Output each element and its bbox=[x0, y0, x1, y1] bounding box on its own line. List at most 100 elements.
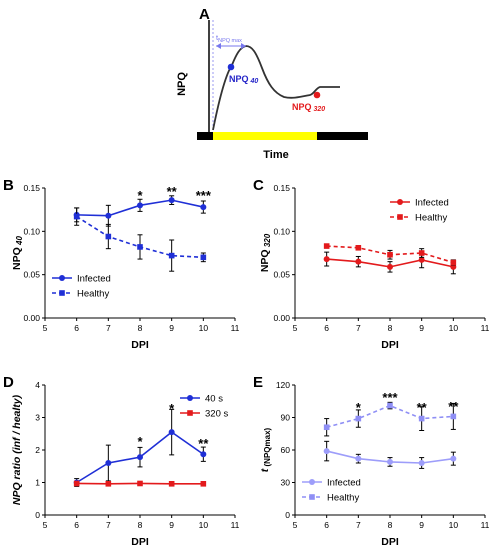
series-infected bbox=[73, 195, 207, 227]
data-point bbox=[200, 204, 207, 211]
npq40-label: NPQ 40 bbox=[229, 74, 258, 85]
legend-marker bbox=[59, 290, 65, 296]
ylabel-subscript: 320 bbox=[263, 233, 272, 249]
x-tick-label: 9 bbox=[419, 323, 424, 333]
data-point bbox=[387, 263, 393, 270]
data-point bbox=[418, 460, 425, 466]
data-point bbox=[355, 415, 362, 422]
y-tick-label: 1 bbox=[35, 478, 40, 488]
data-point bbox=[387, 458, 393, 465]
x-tick-label: 5 bbox=[293, 323, 298, 333]
y-tick-label: 0.10 bbox=[273, 226, 290, 236]
npq320-subscript: 320 bbox=[312, 106, 326, 113]
panel-e-xlabel: DPI bbox=[381, 536, 399, 548]
significance-mark: * bbox=[356, 400, 362, 415]
panel-d: 5 6 7 8 9 10 11 0 1 2 3 4 DPI NPQ ratio (inf / healty… bbox=[11, 380, 240, 548]
arrow-head-right bbox=[241, 43, 246, 49]
panel-letter-c: C bbox=[253, 177, 264, 194]
legend-marker bbox=[309, 494, 315, 500]
panel-e-ylabel: t (NPQmax) bbox=[259, 427, 272, 472]
significance-mark: ** bbox=[417, 400, 428, 415]
y-tick-label: 0.15 bbox=[273, 183, 290, 193]
x-tick-label: 6 bbox=[324, 323, 329, 333]
data-point bbox=[418, 250, 425, 256]
data-point bbox=[450, 455, 457, 462]
x-tick-label: 10 bbox=[449, 520, 459, 530]
x-tick-label: 11 bbox=[481, 323, 490, 333]
x-tick-label: 8 bbox=[388, 520, 393, 530]
legend-marker bbox=[187, 410, 193, 416]
legend-marker bbox=[397, 214, 403, 220]
y-tick-label: 0.10 bbox=[23, 226, 40, 236]
ylabel-main: NPQ bbox=[11, 247, 23, 270]
data-point bbox=[323, 243, 330, 249]
legend-marker bbox=[59, 275, 65, 281]
x-tick-label: 8 bbox=[138, 323, 143, 333]
y-tick-label: 0 bbox=[285, 510, 290, 520]
data-point bbox=[168, 252, 175, 259]
x-tick-label: 7 bbox=[106, 520, 111, 530]
x-tick-label: 9 bbox=[169, 323, 174, 333]
significance-mark: *** bbox=[382, 390, 398, 405]
y-tick-label: 2 bbox=[35, 445, 40, 455]
dark-bar-start bbox=[197, 132, 213, 140]
significance-mark: ** bbox=[167, 184, 178, 199]
ylabel-subscript: (NPQmax) bbox=[263, 427, 272, 468]
y-tick-label: 0 bbox=[35, 510, 40, 520]
x-tick-label: 8 bbox=[138, 520, 143, 530]
data-point bbox=[450, 413, 457, 420]
data-point bbox=[168, 429, 175, 436]
legend-label: 320 s bbox=[205, 409, 228, 420]
dark-bar-end bbox=[317, 132, 368, 140]
data-point bbox=[73, 480, 80, 487]
data-point bbox=[105, 481, 112, 487]
npq-kinetics-curve bbox=[212, 45, 340, 131]
y-tick-label: 0.15 bbox=[23, 183, 40, 193]
series-line bbox=[326, 404, 454, 429]
panel-a-ylabel: NPQ bbox=[176, 72, 188, 96]
panel-d-xlabel: DPI bbox=[131, 536, 149, 548]
x-tick-label: 7 bbox=[106, 323, 111, 333]
legend-label: Healthy bbox=[327, 493, 359, 504]
panel-letter-a: A bbox=[199, 6, 210, 23]
npq40-subscript: 40 bbox=[249, 78, 259, 85]
x-tick-label: 9 bbox=[169, 520, 174, 530]
legend-label: 40 s bbox=[205, 394, 223, 405]
ylabel-main: NPQ bbox=[259, 249, 271, 272]
significance-mark: * bbox=[137, 188, 143, 203]
y-tick-label: 90 bbox=[281, 413, 291, 423]
data-point bbox=[450, 259, 457, 266]
data-point bbox=[323, 424, 330, 431]
data-point bbox=[105, 233, 112, 240]
panel-b-ylabel: NPQ 40 bbox=[11, 236, 24, 270]
data-point bbox=[200, 451, 207, 458]
y-tick-label: 0.00 bbox=[23, 313, 40, 323]
t-subscript: NPQ max bbox=[218, 38, 242, 44]
ylabel-main: t bbox=[259, 468, 271, 472]
x-tick-label: 9 bbox=[419, 520, 424, 530]
panel-c-ylabel: NPQ 320 bbox=[259, 233, 272, 272]
x-tick-label: 5 bbox=[293, 520, 298, 530]
npq40-point bbox=[227, 63, 235, 71]
significance-mark: * bbox=[169, 401, 175, 416]
data-point bbox=[137, 202, 143, 209]
data-point bbox=[355, 455, 362, 462]
panel-b-xlabel: DPI bbox=[131, 339, 149, 351]
legend-label: Healthy bbox=[77, 289, 109, 300]
ylabel-main: NPQ ratio (inf / healty) bbox=[11, 394, 23, 505]
data-point bbox=[323, 256, 330, 263]
data-point bbox=[200, 254, 207, 261]
legend-label: Infected bbox=[77, 274, 111, 285]
t-label: t bbox=[216, 33, 219, 42]
legend-label: Infected bbox=[327, 478, 361, 489]
x-tick-label: 7 bbox=[356, 323, 361, 333]
panel-letter-b: B bbox=[3, 177, 14, 194]
y-tick-label: 4 bbox=[35, 380, 40, 390]
y-tick-label: 30 bbox=[281, 478, 291, 488]
data-point bbox=[73, 213, 80, 220]
x-tick-label: 10 bbox=[199, 323, 209, 333]
ylabel-subscript: 40 bbox=[15, 236, 24, 248]
data-point bbox=[387, 402, 393, 409]
